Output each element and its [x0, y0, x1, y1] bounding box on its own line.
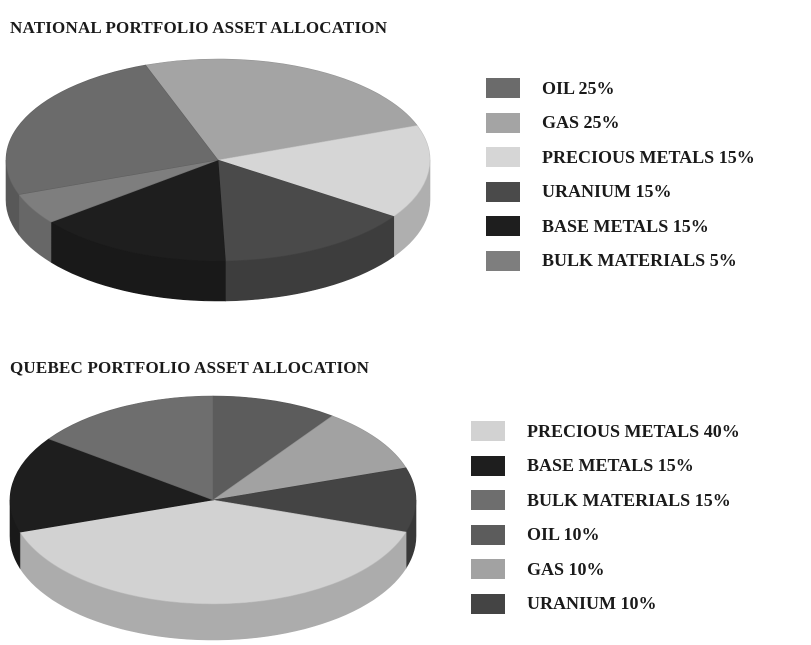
national-legend-swatch-base-metals	[486, 216, 520, 237]
national-legend-swatch-bulk-materials	[486, 250, 520, 271]
quebec-legend-label-oil: OIL 10%	[527, 524, 600, 545]
quebec-chart-panel: QUEBEC PORTFOLIO ASSET ALLOCATION PRECIO…	[0, 330, 811, 645]
national-pie-chart	[5, 58, 431, 302]
quebec-legend-swatch-precious-metals	[471, 421, 505, 442]
national-slice-oil	[5, 64, 219, 195]
national-legend-item-oil: OIL 25%	[486, 71, 755, 106]
quebec-chart-title: QUEBEC PORTFOLIO ASSET ALLOCATION	[10, 358, 370, 377]
national-legend-label-bulk-materials: BULK MATERIALS 5%	[542, 250, 737, 271]
quebec-legend-swatch-bulk-materials	[471, 490, 505, 511]
national-slice-uranium	[217, 159, 395, 262]
quebec-legend-label-bulk-materials: BULK MATERIALS 15%	[527, 489, 731, 510]
national-legend-label-oil: OIL 25%	[542, 77, 615, 98]
quebec-legend-item-uranium: URANIUM 10%	[471, 587, 740, 622]
quebec-legend-swatch-base-metals	[471, 455, 505, 476]
quebec-legend-label-base-metals: BASE METALS 15%	[527, 455, 694, 476]
quebec-slice-precious-metals	[19, 499, 407, 605]
quebec-legend-label-uranium: URANIUM 10%	[527, 593, 657, 614]
quebec-legend-swatch-oil	[471, 524, 505, 545]
quebec-slice-oil	[212, 395, 333, 501]
national-legend-item-gas: GAS 25%	[486, 106, 755, 141]
quebec-legend-item-gas: GAS 10%	[471, 552, 740, 587]
national-legend-label-gas: GAS 25%	[542, 112, 620, 133]
national-legend-label-precious-metals: PRECIOUS METALS 15%	[542, 146, 755, 167]
quebec-slice-uranium	[212, 467, 417, 533]
quebec-legend: PRECIOUS METALS 40% BASE METALS 15% BULK M…	[471, 414, 740, 621]
national-legend: OIL 25% GAS 25% PRECIOUS METALS 15% URANIUM…	[486, 71, 755, 278]
national-legend-label-uranium: URANIUM 15%	[542, 181, 672, 202]
quebec-legend-swatch-uranium	[471, 593, 505, 614]
quebec-legend-item-precious-metals: PRECIOUS METALS 40%	[471, 414, 740, 449]
national-legend-swatch-precious-metals	[486, 147, 520, 168]
national-legend-item-bulk-materials: BULK MATERIALS 5%	[486, 244, 755, 279]
quebec-slice-base-metals	[9, 438, 215, 533]
national-legend-swatch-gas	[486, 112, 520, 133]
quebec-legend-item-bulk-materials: BULK MATERIALS 15%	[471, 483, 740, 518]
national-slice-precious-metals	[217, 125, 431, 217]
national-chart-panel: NATIONAL PORTFOLIO ASSET ALLOCATION OIL …	[5, 18, 755, 302]
national-slice-gas	[144, 58, 418, 161]
national-legend-label-base-metals: BASE METALS 15%	[542, 215, 709, 236]
quebec-legend-item-base-metals: BASE METALS 15%	[471, 449, 740, 484]
national-slice-base-metals	[50, 159, 226, 262]
national-legend-item-uranium: URANIUM 15%	[486, 175, 755, 210]
quebec-legend-item-oil: OIL 10%	[471, 518, 740, 553]
quebec-pie-chart	[9, 395, 417, 641]
national-chart-title: NATIONAL PORTFOLIO ASSET ALLOCATION	[10, 18, 388, 37]
quebec-slice-gas	[212, 415, 407, 501]
national-legend-swatch-oil	[486, 78, 520, 99]
quebec-slice-bulk-materials	[48, 395, 214, 501]
national-legend-swatch-uranium	[486, 181, 520, 202]
national-pie-side	[5, 159, 431, 302]
quebec-legend-label-precious-metals: PRECIOUS METALS 40%	[527, 420, 740, 441]
quebec-legend-label-gas: GAS 10%	[527, 558, 605, 579]
national-legend-item-precious-metals: PRECIOUS METALS 15%	[486, 140, 755, 175]
quebec-legend-swatch-gas	[471, 559, 505, 580]
national-legend-item-base-metals: BASE METALS 15%	[486, 209, 755, 244]
